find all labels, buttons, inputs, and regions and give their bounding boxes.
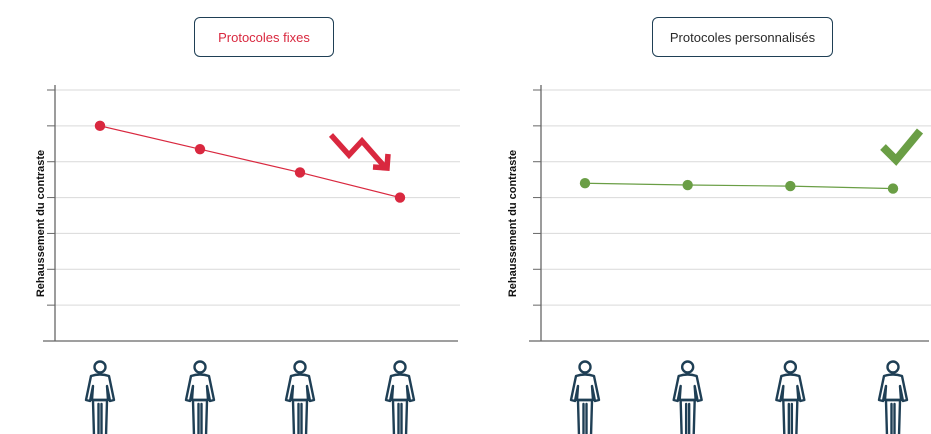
person-icon [184,360,216,434]
data-point [785,180,796,192]
data-point [194,143,206,155]
chart-title-fixed: Protocoles fixes [194,17,334,57]
check-icon [880,128,924,166]
person-icon [775,360,806,434]
data-point [579,178,591,189]
person-icon [672,360,703,434]
chart-panel-personalized: Rehaussement du contraste [507,85,931,434]
data-point [94,120,106,132]
series-line [584,182,894,190]
chart-title-fixed-text: Protocoles fixes [218,29,310,45]
chart-title-personalized: Protocoles personnalisés [652,17,833,57]
data-point [682,179,693,191]
person-icon [284,360,316,434]
chart-title-personalized-text: Protocoles personnalisés [669,29,816,45]
data-point [294,167,306,178]
data-point [887,183,899,194]
y-axis-label: Rehaussement du contraste [35,150,47,297]
person-icon [384,360,416,434]
person-icon [569,360,601,434]
person-icon [84,360,116,434]
series-line [99,125,401,199]
data-point [394,192,406,203]
person-icon [877,360,909,434]
down-trend-arrow-icon [328,133,391,171]
chart-panel-fixed: Rehaussement du contraste [35,85,460,434]
y-axis-label: Rehaussement du contraste [507,150,519,297]
